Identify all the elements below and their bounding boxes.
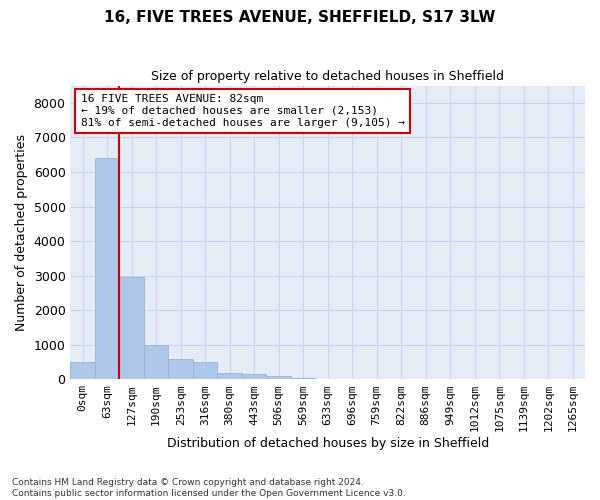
Bar — [169, 360, 193, 380]
Bar — [193, 362, 217, 380]
Bar — [242, 374, 266, 380]
Title: Size of property relative to detached houses in Sheffield: Size of property relative to detached ho… — [151, 70, 504, 83]
Bar — [266, 376, 291, 380]
Text: 16, FIVE TREES AVENUE, SHEFFIELD, S17 3LW: 16, FIVE TREES AVENUE, SHEFFIELD, S17 3L… — [104, 10, 496, 25]
Bar — [217, 373, 242, 380]
Bar — [95, 158, 119, 380]
Bar — [144, 345, 169, 380]
Text: Contains HM Land Registry data © Crown copyright and database right 2024.
Contai: Contains HM Land Registry data © Crown c… — [12, 478, 406, 498]
Bar — [291, 378, 316, 380]
Bar — [70, 362, 95, 380]
X-axis label: Distribution of detached houses by size in Sheffield: Distribution of detached houses by size … — [167, 437, 489, 450]
Y-axis label: Number of detached properties: Number of detached properties — [15, 134, 28, 331]
Bar — [119, 278, 144, 380]
Text: 16 FIVE TREES AVENUE: 82sqm
← 19% of detached houses are smaller (2,153)
81% of : 16 FIVE TREES AVENUE: 82sqm ← 19% of det… — [81, 94, 405, 128]
